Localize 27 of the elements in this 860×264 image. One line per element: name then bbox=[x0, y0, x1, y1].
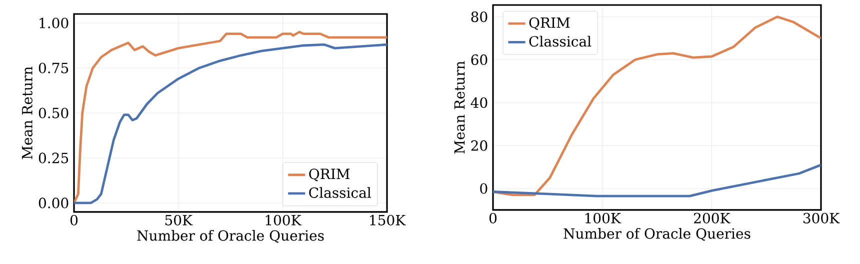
legend-label: Classical bbox=[529, 36, 592, 47]
x-axis-title: Number of Oracle Queries bbox=[137, 230, 324, 243]
y-tick-label: 1.00 bbox=[40, 18, 68, 28]
x-tick-label: 200K bbox=[694, 212, 730, 224]
x-tick-label: 150K bbox=[370, 214, 406, 226]
y-tick-label: 20 bbox=[471, 140, 488, 151]
y-tick-label: 0 bbox=[480, 183, 488, 194]
legend-label: QRIM bbox=[529, 17, 570, 30]
y-tick-label: 0.50 bbox=[38, 108, 68, 118]
x-tick-label: 300K bbox=[803, 212, 840, 224]
y-axis-title: Mean Return bbox=[22, 66, 32, 160]
legend-label: QRIM bbox=[309, 168, 350, 182]
y-tick-label: 0.75 bbox=[38, 62, 68, 74]
legend-label: Classical bbox=[309, 187, 371, 198]
x-tick-label: 50K bbox=[165, 214, 193, 226]
x-tick-label: 0 bbox=[70, 214, 78, 226]
y-tick-label: 40 bbox=[470, 97, 488, 108]
line-series bbox=[493, 16, 821, 196]
x-tick-label: 0 bbox=[489, 212, 497, 224]
x-axis-title: Number of Oracle Queries bbox=[564, 228, 750, 241]
y-tick-label: 80 bbox=[471, 11, 488, 22]
y-axis-title: Mean Return bbox=[454, 61, 465, 154]
y-tick-label: 0.25 bbox=[38, 152, 68, 164]
x-tick-label: 100K bbox=[585, 212, 622, 224]
x-tick-label: 100K bbox=[266, 214, 302, 226]
y-tick-label: 60 bbox=[471, 54, 488, 66]
y-tick-label: 0.00 bbox=[38, 198, 68, 208]
